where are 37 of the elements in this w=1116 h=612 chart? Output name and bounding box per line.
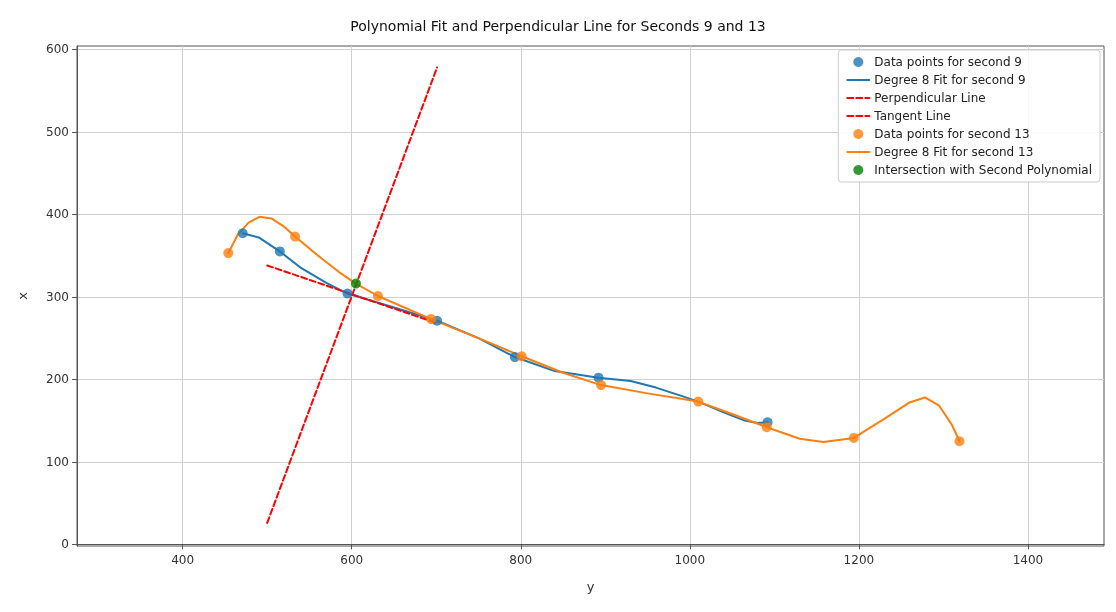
y-tick-label: 200 <box>46 372 69 387</box>
y-tick-label: 300 <box>46 289 69 304</box>
point <box>342 288 353 299</box>
x-tick-label: 1200 <box>843 553 875 567</box>
y-tick-label: 600 <box>46 42 69 57</box>
x-tick-label: 1000 <box>674 553 706 567</box>
legend-label: Perpendicular Line <box>874 91 986 105</box>
x-tick-label: 800 <box>509 553 533 567</box>
point <box>516 351 527 362</box>
legend-label: Data points for second 13 <box>874 127 1030 141</box>
point <box>426 314 437 325</box>
point <box>223 248 234 259</box>
point <box>596 380 607 391</box>
legend-label: Data points for second 9 <box>874 55 1023 69</box>
legend-label: Tangent Line <box>873 109 951 123</box>
x-axis-title: y <box>586 579 595 594</box>
point <box>954 436 965 447</box>
point <box>372 291 383 301</box>
point <box>350 278 361 289</box>
y-tick-label: 0 <box>61 537 69 552</box>
legend-label: Degree 8 Fit for second 13 <box>874 145 1034 159</box>
point <box>848 432 859 443</box>
chart-title: Polynomial Fit and Perpendicular Line for Seconds 9 and 13 <box>350 18 766 34</box>
y-tick-label: 400 <box>46 207 69 222</box>
x-tick-label: 1400 <box>1012 553 1044 567</box>
y-tick-label: 100 <box>46 454 69 469</box>
point <box>274 246 285 257</box>
point <box>237 228 248 239</box>
legend-label: Degree 8 Fit for second 9 <box>874 73 1026 87</box>
point <box>290 231 301 242</box>
y-tick-label: 500 <box>46 124 69 139</box>
legend-label: Intersection with Second Polynomial <box>874 163 1093 177</box>
y-axis-title: x <box>15 291 30 300</box>
point <box>761 422 772 433</box>
x-tick-label: 600 <box>340 553 364 567</box>
point <box>693 396 704 407</box>
x-tick-label: 400 <box>171 553 195 567</box>
